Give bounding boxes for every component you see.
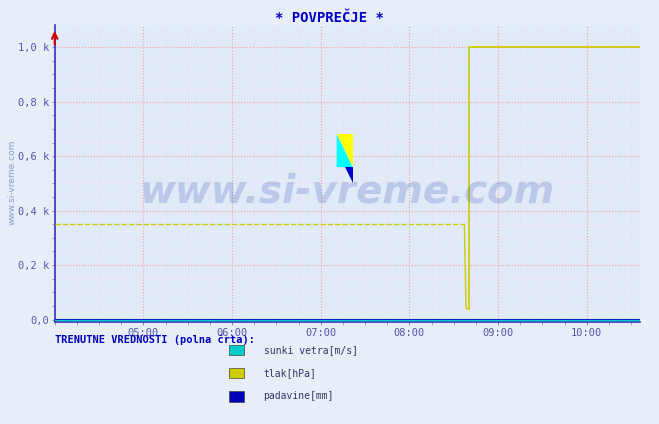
Text: www.si-vreme.com: www.si-vreme.com [8, 139, 17, 225]
Text: * POVPREČJE *: * POVPREČJE * [275, 11, 384, 25]
Polygon shape [345, 167, 353, 183]
Polygon shape [337, 134, 353, 167]
Polygon shape [337, 134, 353, 167]
Text: www.si-vreme.com: www.si-vreme.com [140, 173, 555, 211]
Text: TRENUTNE VREDNOSTI (polna črta):: TRENUTNE VREDNOSTI (polna črta): [55, 335, 254, 346]
Text: padavine[mm]: padavine[mm] [264, 391, 334, 402]
Text: tlak[hPa]: tlak[hPa] [264, 368, 316, 378]
Text: sunki vetra[m/s]: sunki vetra[m/s] [264, 345, 358, 355]
